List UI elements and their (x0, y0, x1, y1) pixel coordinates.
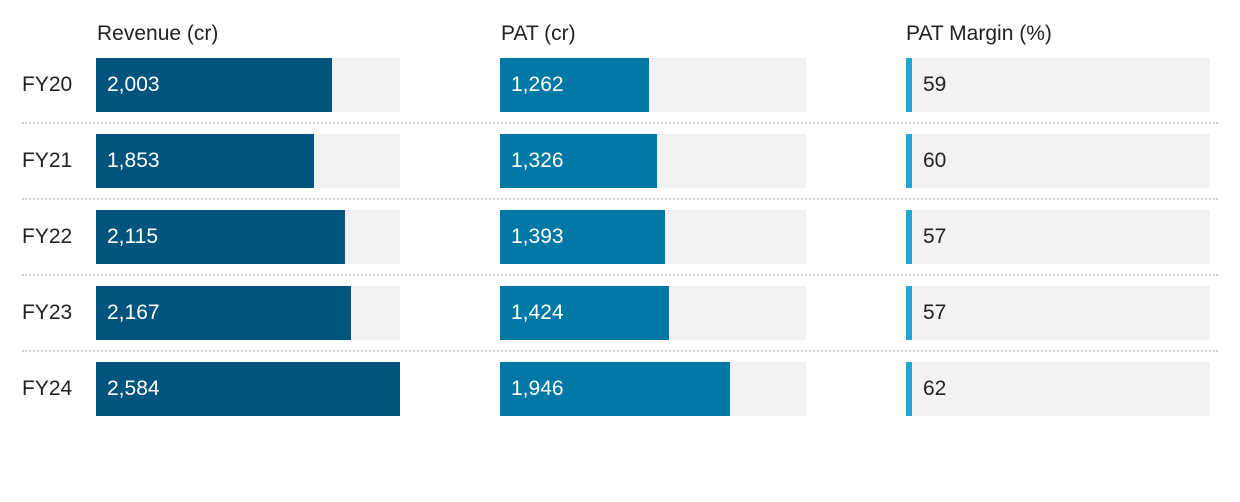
bar-0-fy22 (96, 210, 345, 264)
bar-1-fy20 (500, 58, 649, 112)
bar-track: 2,584 (96, 362, 400, 416)
bar-track: 1,946 (500, 362, 806, 416)
bar-track: 59 (906, 58, 1210, 112)
data-label: 57 (923, 225, 947, 248)
bar-1-fy24 (500, 362, 730, 416)
bar-0-fy24 (96, 362, 400, 416)
column-header-1: PAT (cr) (501, 22, 576, 45)
bar-2-fy23 (906, 286, 912, 340)
bar-2-fy21 (906, 134, 912, 188)
bar-track: 1,853 (96, 134, 400, 188)
bar-1-fy23 (500, 286, 669, 340)
bar-0-fy21 (96, 134, 314, 188)
data-label: 2,115 (107, 225, 158, 248)
data-label: 2,003 (107, 73, 160, 96)
row-label-fy24: FY24 (22, 377, 73, 400)
data-label: 1,326 (511, 149, 564, 172)
row-divider (22, 198, 1218, 200)
bar-track: 1,326 (500, 134, 806, 188)
row-label-fy23: FY23 (22, 301, 73, 324)
data-label: 57 (923, 301, 947, 324)
data-label: 62 (923, 377, 947, 400)
data-label: 1,393 (511, 225, 564, 248)
column-header-2: PAT Margin (%) (906, 22, 1052, 45)
bar-2-fy20 (906, 58, 912, 112)
data-label: 59 (923, 73, 947, 96)
column-header-0: Revenue (cr) (97, 22, 219, 45)
row-divider (22, 122, 1218, 124)
row-label-fy21: FY21 (22, 149, 73, 172)
data-label: 1,424 (511, 301, 564, 324)
bar-track: 1,393 (500, 210, 806, 264)
row-label-fy20: FY20 (22, 73, 73, 96)
data-label: 1,262 (511, 73, 564, 96)
bar-track: 2,003 (96, 58, 400, 112)
bar-0-fy23 (96, 286, 351, 340)
row-divider (22, 350, 1218, 352)
bar-track: 1,262 (500, 58, 806, 112)
bar-track: 57 (906, 286, 1210, 340)
bar-track: 2,115 (96, 210, 400, 264)
data-label: 2,584 (107, 377, 160, 400)
bar-2-fy22 (906, 210, 912, 264)
bar-track: 57 (906, 210, 1210, 264)
bar-track: 2,167 (96, 286, 400, 340)
bar-1-fy21 (500, 134, 657, 188)
data-label: 1,946 (511, 377, 564, 400)
data-label: 1,853 (107, 149, 160, 172)
bar-track: 62 (906, 362, 1210, 416)
data-label: 60 (923, 149, 947, 172)
bar-1-fy22 (500, 210, 665, 264)
bar-track: 1,424 (500, 286, 806, 340)
bar-track: 60 (906, 134, 1210, 188)
bar-2-fy24 (906, 362, 912, 416)
data-label: 2,167 (107, 301, 160, 324)
bar-0-fy20 (96, 58, 332, 112)
row-label-fy22: FY22 (22, 225, 73, 248)
row-divider (22, 274, 1218, 276)
